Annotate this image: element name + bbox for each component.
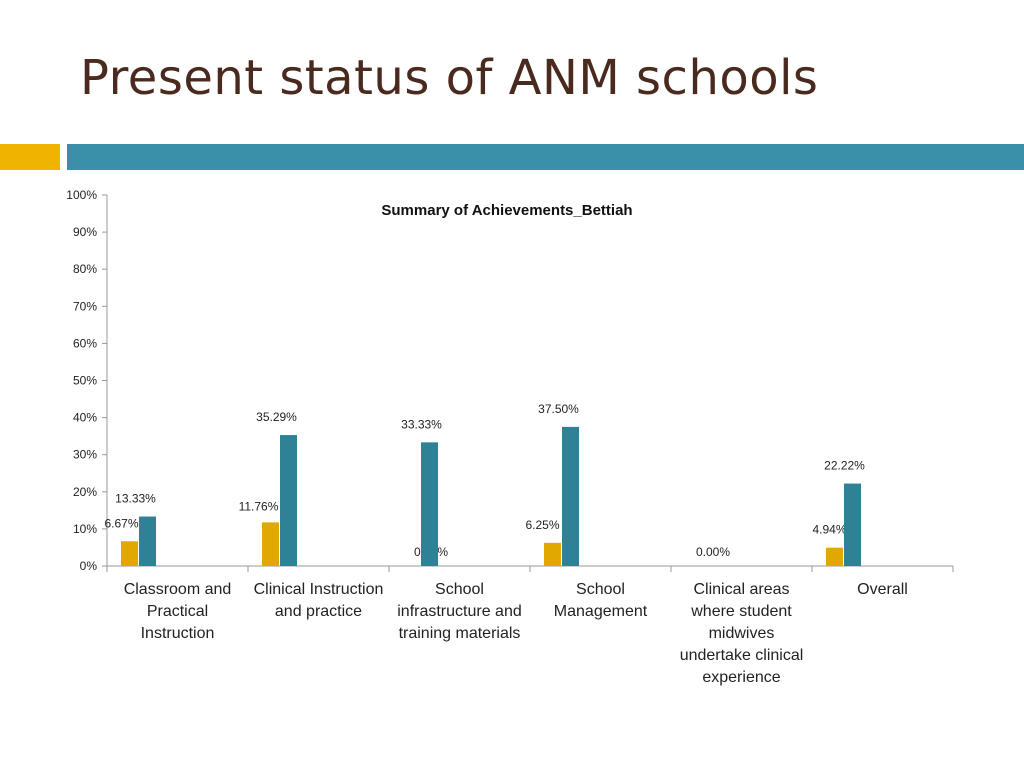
slide-title: Present status of ANM schools [80, 50, 819, 106]
y-tick-label: 70% [73, 299, 97, 313]
x-category-label: training materials [399, 625, 521, 642]
x-category-label: Classroom and [124, 581, 232, 598]
data-label: 0.00% [696, 545, 730, 559]
x-category-label: where student [690, 603, 792, 620]
y-tick-label: 60% [73, 336, 97, 350]
y-tick-label: 50% [73, 374, 97, 388]
x-category-label: and practice [275, 603, 362, 620]
y-tick-label: 90% [73, 225, 97, 239]
x-category-label: Overall [857, 581, 908, 598]
bar-s1-c1 [121, 541, 138, 566]
y-tick-label: 0% [80, 559, 98, 573]
data-label: 6.25% [525, 518, 559, 532]
x-category-label: undertake clinical [680, 647, 804, 664]
data-label: 6.67% [104, 516, 138, 530]
data-label: 11.76% [239, 499, 279, 513]
x-category-label: Practical [147, 603, 208, 620]
x-category-label: Clinical Instruction [254, 581, 384, 598]
bar-s1-c6 [826, 547, 843, 566]
chart-title: Summary of Achievements_Bettiah [381, 202, 632, 219]
y-tick-label: 80% [73, 262, 97, 276]
x-category-label: School [576, 581, 625, 598]
bar-s1-c2 [262, 522, 279, 566]
x-category-label: midwives [709, 625, 775, 642]
x-category-label: Instruction [141, 625, 215, 642]
y-tick-label: 100% [66, 188, 97, 202]
y-tick-label: 40% [73, 411, 97, 425]
bar-s2-c2 [280, 435, 297, 566]
y-tick-label: 30% [73, 448, 97, 462]
x-category-label: Clinical areas [693, 581, 789, 598]
data-label: 4.94% [812, 523, 846, 537]
data-label: 33.33% [401, 417, 442, 431]
header-band [67, 144, 1024, 170]
bar-s1-c4 [544, 542, 561, 566]
data-label: 13.33% [115, 492, 156, 506]
y-tick-label: 10% [73, 522, 97, 536]
x-category-label: experience [702, 669, 780, 686]
bar-s2-c3 [421, 442, 438, 566]
y-tick-label: 20% [73, 485, 97, 499]
x-category-label: infrastructure and [397, 603, 522, 620]
data-label: 37.50% [538, 402, 579, 416]
accent-bar [0, 144, 60, 170]
bar-s2-c4 [562, 426, 579, 566]
x-category-label: School [435, 581, 484, 598]
data-label: 22.22% [824, 459, 865, 473]
bar-s2-c6 [844, 483, 861, 566]
data-label: 35.29% [256, 410, 297, 424]
bar-s2-c1 [139, 516, 156, 566]
x-category-label: Management [554, 603, 648, 620]
